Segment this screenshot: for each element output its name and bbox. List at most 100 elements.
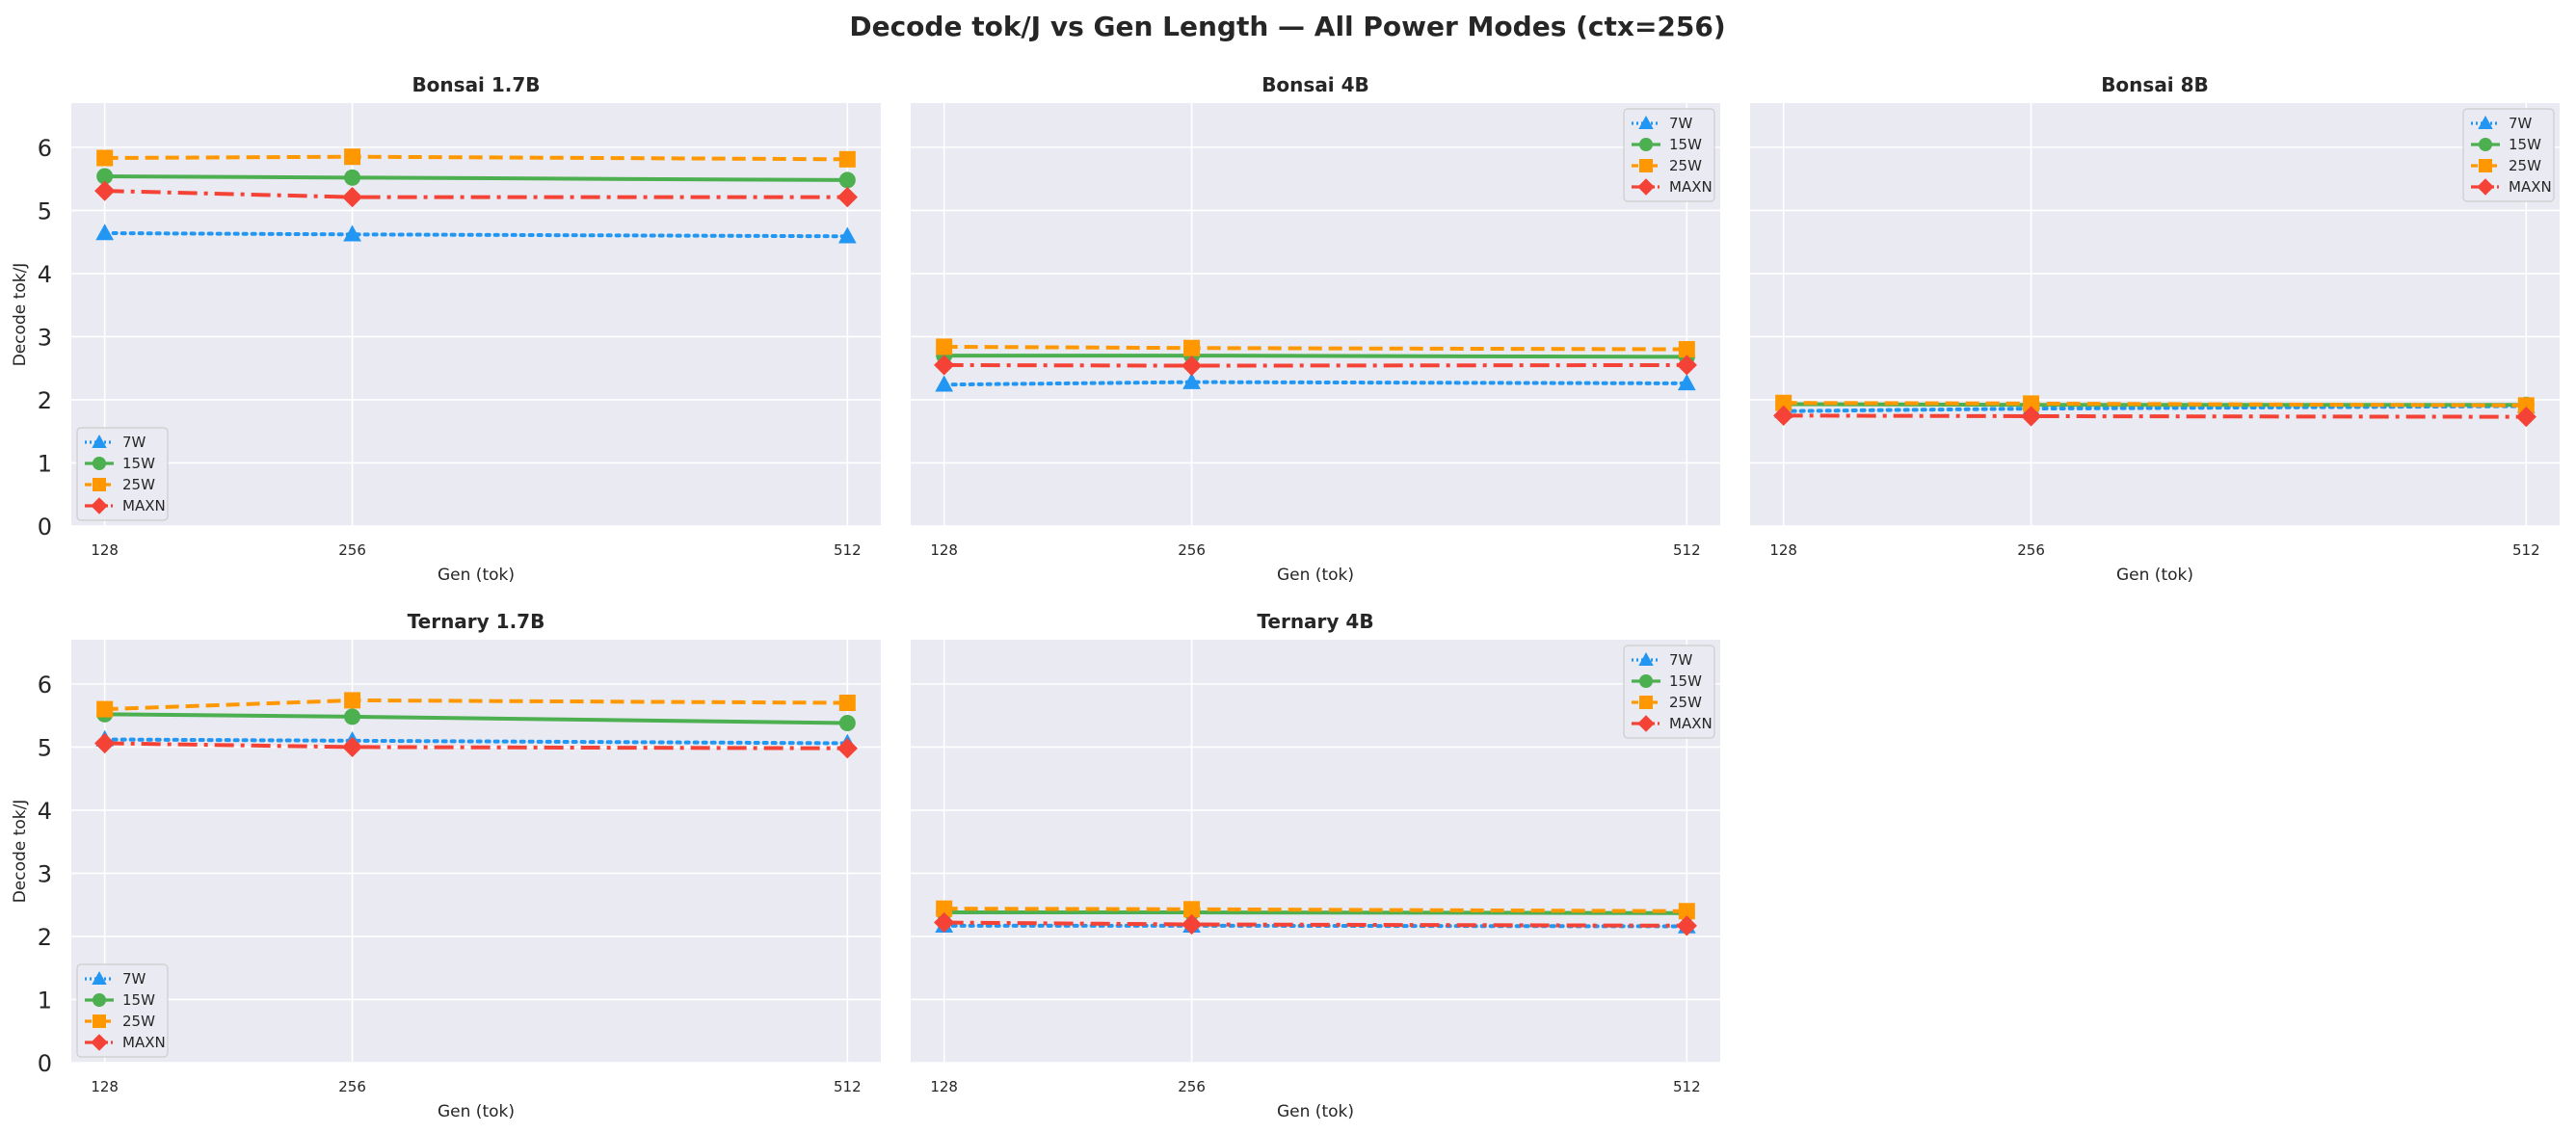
y-tick-label: 4: [38, 798, 52, 825]
x-tick-label: 512: [1673, 1078, 1701, 1095]
legend-marker-25w: [93, 478, 106, 491]
legend-marker-15w: [93, 993, 106, 1007]
panel-title: Bonsai 4B: [1261, 73, 1369, 96]
y-axis-label: Decode tok/J: [11, 800, 30, 904]
legend-marker-maxn: [91, 497, 108, 514]
y-tick-label: 5: [38, 198, 52, 224]
legend-label-25w: 25W: [122, 476, 155, 493]
data-point-maxn: [1181, 355, 1203, 377]
legend-marker-7w: [2478, 115, 2493, 129]
panel-3: Bonsai 8B 128 256 512 Gen (tok) 7W 15W 25W MAXN: [1750, 73, 2560, 585]
data-point-25w: [1678, 341, 1695, 358]
x-tick-label: 512: [2512, 541, 2540, 559]
data-point-25w: [344, 148, 361, 166]
legend-box: [76, 427, 169, 521]
legend-marker-7w: [92, 434, 107, 448]
x-axis-label: Gen (tok): [1277, 566, 1354, 585]
panel-1: Bonsai 1.7B 0 1 2 3 4 5 6 Decode tok/J 128 256 512 G…: [11, 73, 881, 585]
x-tick-label: 256: [2017, 541, 2045, 559]
data-point-maxn: [837, 738, 858, 759]
data-point-maxn: [341, 187, 363, 208]
legend-marker-25w: [1639, 159, 1653, 172]
y-axis-label: Decode tok/J: [11, 263, 30, 367]
data-point-maxn: [1676, 355, 1697, 376]
data-point-25w: [96, 149, 114, 167]
y-tick-label: 6: [38, 135, 52, 162]
data-point-7w: [343, 224, 361, 242]
data-point-15w: [838, 714, 856, 731]
legend-label-15w: 15W: [2509, 136, 2541, 153]
series-line-25w: [1783, 401, 2527, 408]
plot-area: [911, 640, 1720, 1063]
data-point-maxn: [934, 355, 955, 376]
data-point-15w: [96, 168, 114, 185]
legend-box: [1623, 645, 1715, 739]
data-point-maxn: [837, 187, 858, 208]
y-tick-label: 1: [38, 450, 52, 477]
data-point-7w: [95, 224, 115, 241]
legend-label-7w: 7W: [1669, 651, 1693, 669]
legend-label-7w: 7W: [122, 970, 146, 988]
x-tick-label: 512: [834, 541, 862, 559]
data-point-7w: [837, 226, 857, 244]
legend-label-maxn: MAXN: [1669, 715, 1713, 732]
legend-marker-15w: [2479, 138, 2492, 151]
data-point-maxn: [2515, 407, 2536, 428]
legend-label-7w: 7W: [122, 434, 146, 451]
data-point-25w: [96, 700, 114, 718]
y-tick-label: 3: [38, 860, 52, 887]
x-axis-label: Gen (tok): [438, 1102, 515, 1121]
legend-label-15w: 15W: [1669, 136, 1702, 153]
x-tick-label: 256: [338, 1078, 366, 1095]
data-point-maxn: [1773, 405, 1794, 426]
y-tick-label: 4: [38, 261, 52, 288]
legend-label-7w: 7W: [1669, 115, 1693, 132]
legend-marker-7w: [92, 970, 107, 985]
legend-marker-maxn: [1637, 715, 1655, 732]
legend-label-15w: 15W: [122, 455, 155, 472]
data-point-25w: [838, 695, 856, 712]
x-axis-label: Gen (tok): [438, 566, 515, 585]
legend-marker-7w: [1638, 115, 1654, 129]
legend-label-maxn: MAXN: [122, 1034, 166, 1051]
panel-5: Ternary 4B 128 256 512 Gen (tok) 7W 15W 25W MAXN: [911, 610, 1720, 1121]
legend: 7W 15W 25W MAXN: [1623, 108, 1715, 202]
legend-marker-maxn: [2477, 178, 2494, 196]
data-point-25w: [1775, 394, 1793, 411]
legend-label-15w: 15W: [122, 991, 155, 1009]
y-tick-label: 2: [38, 387, 52, 414]
legend-label-maxn: MAXN: [122, 497, 166, 514]
data-point-25w: [1678, 903, 1695, 920]
legend-box: [2462, 108, 2555, 202]
data-point-maxn: [934, 911, 955, 934]
data-point-maxn: [2020, 406, 2042, 427]
x-tick-label: 128: [91, 1078, 119, 1095]
legend-marker-15w: [1639, 674, 1653, 688]
legend: 7W 15W 25W MAXN: [1623, 645, 1715, 739]
data-point-maxn: [341, 736, 363, 758]
data-point-7w: [1677, 374, 1696, 391]
data-point-15w: [344, 169, 361, 186]
panel-title: Ternary 4B: [1257, 610, 1373, 633]
series-line-25w: [943, 344, 1687, 352]
data-point-25w: [936, 900, 953, 917]
legend-marker-15w: [1639, 138, 1653, 151]
data-point-15w: [838, 171, 856, 189]
data-point-maxn: [94, 732, 116, 754]
x-tick-label: 128: [1769, 541, 1797, 559]
legend-marker-25w: [2479, 159, 2492, 172]
legend-marker-25w: [1639, 696, 1653, 709]
legend: 7W 15W 25W MAXN: [76, 427, 169, 521]
data-point-25w: [2517, 397, 2535, 414]
data-point-25w: [2023, 395, 2040, 412]
data-point-25w: [936, 338, 953, 356]
data-point-25w: [1183, 901, 1201, 918]
legend-label-25w: 25W: [1669, 694, 1702, 711]
x-tick-label: 128: [91, 541, 119, 559]
legend: 7W 15W 25W MAXN: [76, 963, 169, 1058]
data-point-7w: [935, 375, 954, 392]
x-tick-label: 512: [1673, 541, 1701, 559]
legend-label-15w: 15W: [1669, 672, 1702, 690]
data-point-maxn: [1181, 913, 1203, 935]
